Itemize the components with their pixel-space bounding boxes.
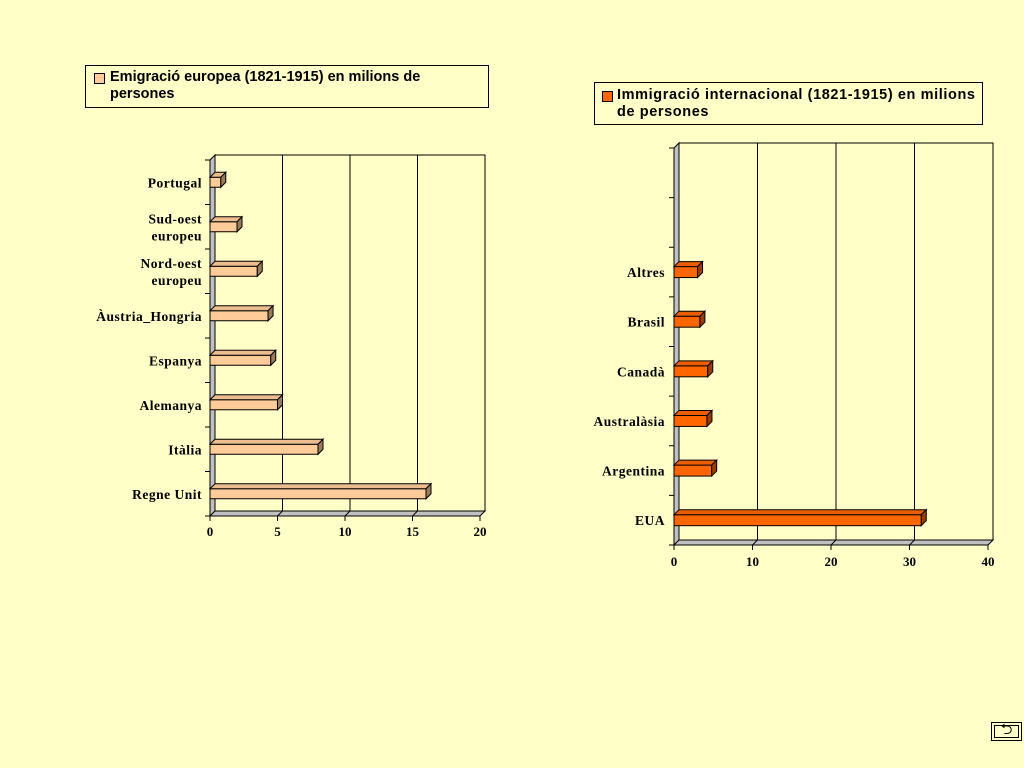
category-label: europeu <box>151 228 202 243</box>
bar-3 <box>672 409 714 428</box>
gridline-floor <box>909 539 915 546</box>
category-label: Sud-oest <box>148 211 202 226</box>
x-tick-label: 0 <box>207 524 214 539</box>
category-label: Brasil <box>627 315 665 330</box>
bar-front <box>673 414 708 427</box>
bar-1 <box>208 482 433 500</box>
legend-label-immigration: Immigració internacional (1821-1915) en … <box>617 87 976 120</box>
category-label: Argentina <box>602 464 665 479</box>
bar-top <box>672 509 928 516</box>
x-tick-label: 30 <box>903 554 916 569</box>
legend-swatch-emigration <box>94 73 105 84</box>
x-tick-label: 15 <box>406 524 420 539</box>
bar-top <box>672 360 714 367</box>
x-tick-label: 40 <box>982 554 995 569</box>
bar-front <box>209 221 238 233</box>
bar-end <box>256 260 263 278</box>
gridline-floor <box>277 510 283 517</box>
bar-front <box>673 365 709 378</box>
bar-1 <box>672 508 928 527</box>
bar-front <box>673 315 701 328</box>
bar-front <box>673 514 922 527</box>
category-label: Altres <box>627 265 665 280</box>
bar-front <box>673 266 699 279</box>
bar-end <box>697 260 704 279</box>
bar-top <box>208 483 433 490</box>
return-button[interactable]: ⮌ <box>991 720 1022 741</box>
gridline-floor <box>344 510 351 517</box>
bar-top <box>208 260 264 267</box>
gridline-floor <box>830 539 837 546</box>
bar-end <box>220 171 227 189</box>
return-arrow-icon: ⮌ <box>1000 720 1013 738</box>
bar-front <box>209 176 222 188</box>
bar-front <box>209 310 269 322</box>
bar-top <box>672 459 718 466</box>
category-label: Australàsia <box>593 414 665 429</box>
bar-6 <box>672 260 704 279</box>
category-label: Nord-oest <box>141 256 203 271</box>
category-label: Alemanya <box>140 398 203 413</box>
bar-2 <box>672 458 718 478</box>
category-label: Espanya <box>149 353 202 368</box>
bar-5 <box>672 309 707 329</box>
bar-8 <box>208 171 228 189</box>
bar-top <box>672 409 714 416</box>
gridline-floor <box>412 510 418 517</box>
category-label: Canadà <box>617 364 665 379</box>
bar-4 <box>208 349 277 367</box>
x-tick-label: 20 <box>474 524 487 539</box>
bar-6 <box>208 260 264 278</box>
x-tick-label: 20 <box>825 554 838 569</box>
side-wall <box>673 141 680 547</box>
x-tick-label: 10 <box>339 524 352 539</box>
bar-end <box>277 393 283 411</box>
category-label: Itàlia <box>168 442 202 457</box>
bar-end <box>317 438 324 456</box>
bar-front <box>209 354 272 366</box>
bar-3 <box>208 393 284 411</box>
bar-top <box>208 305 275 312</box>
bar-5 <box>208 304 275 322</box>
x-tick-label: 0 <box>671 554 678 569</box>
bar-front <box>209 488 427 500</box>
bar-end <box>707 359 714 379</box>
bar-end <box>699 309 706 329</box>
chart-1: 0 5 10 15 20 Regne Unit Itàlia Alemanya Espanya À… <box>96 153 487 539</box>
bar-end <box>711 458 718 478</box>
bar-top <box>208 438 325 445</box>
bar-front <box>673 464 713 477</box>
category-label: Regne Unit <box>132 487 202 502</box>
bar-7 <box>208 215 244 233</box>
bar-end <box>267 304 274 322</box>
side-wall <box>209 153 216 518</box>
x-tick-label: 5 <box>274 524 281 539</box>
gridline-floor <box>752 539 758 546</box>
bar-end <box>920 508 927 527</box>
bar-end <box>706 409 713 428</box>
bar-4 <box>672 359 714 379</box>
bar-front <box>209 399 278 411</box>
bar-top <box>208 349 277 356</box>
x-tick-label: 10 <box>746 554 759 569</box>
bar-2 <box>208 438 325 456</box>
category-label: europeu <box>151 273 202 288</box>
bar-end <box>236 215 243 233</box>
chart-2: 0 10 20 30 40 EUA Argentina Australàsia Canadà Br… <box>593 141 995 569</box>
category-label: EUA <box>635 513 665 528</box>
bar-end <box>425 482 432 500</box>
legend-swatch-immigration <box>602 91 613 102</box>
legend-label-emigration: Emigració europea (1821-1915) en milions… <box>110 69 421 102</box>
legend-emigration: Emigració europea (1821-1915) en milions… <box>85 65 489 108</box>
legend-immigration: Immigració internacional (1821-1915) en … <box>594 82 983 125</box>
bar-top <box>208 394 284 401</box>
category-label: Portugal <box>148 175 202 190</box>
category-label: Àustria_Hongria <box>96 309 202 324</box>
bar-front <box>209 443 319 455</box>
bar-front <box>209 265 258 277</box>
bar-end <box>270 349 277 367</box>
